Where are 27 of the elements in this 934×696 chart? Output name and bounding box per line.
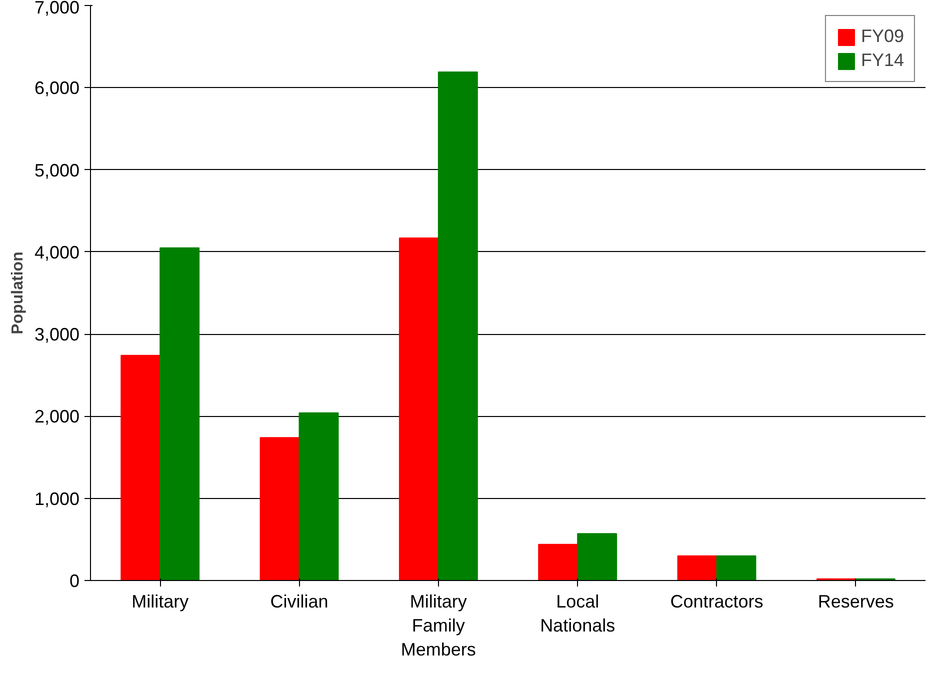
x-tick-label: Contractors — [670, 592, 764, 612]
legend-label: FY09 — [860, 26, 904, 47]
bar — [298, 412, 339, 580]
bar — [538, 544, 578, 580]
y-tick-label: 1,000 — [34, 488, 80, 509]
y-tick-label: 4,000 — [34, 242, 80, 262]
bar — [260, 437, 300, 580]
y-tick-label: 0 — [69, 571, 80, 591]
y-axis-title: Population — [9, 252, 26, 334]
bar — [398, 237, 439, 580]
y-tick-label: 3,000 — [34, 324, 80, 345]
y-tick-label: 6,000 — [34, 78, 80, 98]
x-tick-label: Military — [132, 592, 189, 612]
x-tick-label: Reserves — [818, 592, 894, 612]
bar — [160, 247, 200, 580]
bar — [677, 555, 718, 580]
bar — [716, 555, 756, 580]
bar — [438, 72, 478, 580]
bar — [120, 354, 161, 580]
bar — [577, 533, 618, 580]
y-tick-label: 7,000 — [34, 0, 80, 18]
x-tick-label: Military Family Members — [400, 592, 476, 660]
x-tick-label: Civilian — [270, 592, 328, 612]
x-tick-label: Local Nationals — [540, 592, 616, 636]
y-tick-label: 2,000 — [34, 406, 80, 427]
y-tick-label: 5,000 — [34, 160, 80, 180]
legend-label: FY14 — [860, 50, 904, 71]
